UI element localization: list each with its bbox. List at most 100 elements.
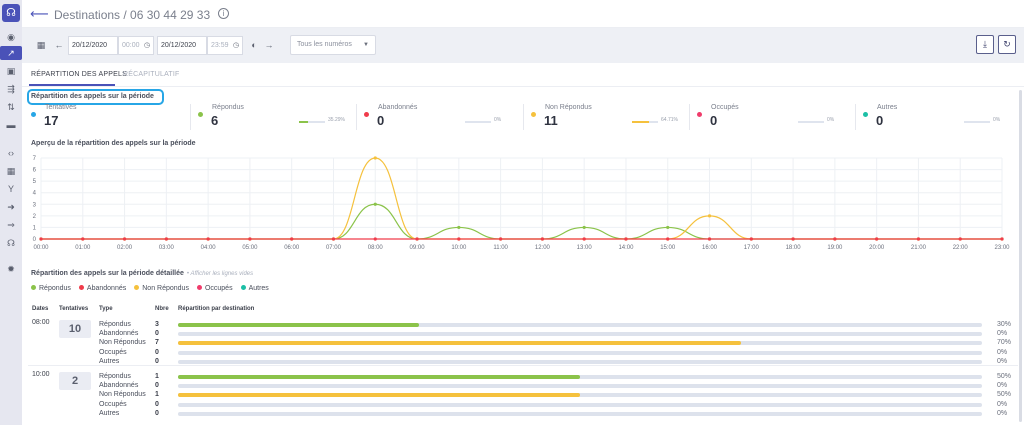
row-count: 3 (155, 321, 159, 328)
legend-item[interactable]: Non Répondus (134, 285, 189, 292)
vertical-scrollbar[interactable] (1019, 90, 1022, 422)
show-empty-lines-link[interactable]: • Afficher les lignes vides (186, 271, 254, 277)
stat-dot (364, 112, 369, 117)
download-button[interactable]: ⤓ (976, 35, 994, 54)
data-point[interactable] (540, 237, 544, 241)
header-dates: Dates (32, 306, 49, 312)
end-time-input[interactable]: 23:59 ◷ (207, 36, 243, 55)
x-tick-label: 08:00 (368, 245, 384, 251)
data-point[interactable] (958, 237, 962, 241)
data-point[interactable] (81, 237, 85, 241)
x-tick-label: 07:00 (326, 245, 342, 251)
row-percent: 50% (997, 373, 1012, 380)
stat-percent: 35.29% (328, 117, 345, 123)
row-count: 0 (155, 348, 159, 356)
gear-icon[interactable]: ✹ (7, 264, 15, 274)
eye-icon[interactable]: ◉ (7, 32, 15, 42)
code-icon[interactable]: ‹› (8, 148, 14, 158)
calendar-icon[interactable]: ▦ (36, 40, 46, 50)
legend-label: Répondus (39, 285, 71, 292)
data-point[interactable] (331, 237, 336, 241)
back-arrow-icon[interactable]: ⟵ (30, 6, 49, 21)
data-point[interactable] (248, 237, 252, 241)
data-point[interactable] (833, 237, 837, 241)
x-tick-label: 14:00 (618, 245, 634, 251)
folder-icon[interactable]: ▬ (6, 120, 16, 130)
stat-label: Abandonnés (378, 104, 418, 111)
x-tick-label: 16:00 (702, 245, 718, 251)
row-percent: 30% (997, 321, 1012, 328)
previous-arrow-icon[interactable]: ← (54, 40, 64, 50)
data-point[interactable] (582, 225, 586, 230)
refresh-button[interactable]: ↻ (998, 35, 1016, 54)
data-point[interactable] (373, 237, 377, 241)
data-point[interactable] (582, 237, 586, 241)
routing-icon[interactable]: ⇶ (7, 84, 15, 94)
stats-title: Répartition des appels sur la période (31, 93, 154, 100)
sort-icon[interactable]: ⇅ (7, 102, 15, 112)
stat-progress-bar (632, 121, 658, 123)
data-point[interactable] (373, 156, 377, 160)
headset-icon[interactable]: ☊ (7, 238, 15, 248)
data-point[interactable] (122, 237, 127, 241)
data-point[interactable] (373, 202, 377, 206)
detail-title: Répartition des appels sur la période dé… (31, 270, 253, 277)
trend-chart-icon[interactable]: ↗ (0, 46, 22, 60)
x-tick-label: 02:00 (117, 245, 133, 251)
stat-value: 0 (710, 113, 718, 128)
data-point[interactable] (791, 237, 795, 241)
data-point[interactable] (415, 237, 419, 241)
data-point[interactable] (624, 237, 628, 241)
data-point[interactable] (206, 237, 210, 241)
data-point[interactable] (749, 237, 753, 241)
end-date-input[interactable]: 20/12/2020 (157, 36, 207, 55)
data-point[interactable] (1000, 237, 1004, 241)
legend-label: Non Répondus (142, 285, 189, 292)
data-point[interactable] (457, 225, 461, 230)
detail-title-text: Répartition des appels sur la période dé… (31, 270, 184, 277)
stat-percent: 0% (993, 117, 1001, 123)
legend-item[interactable]: Abandonnés (78, 285, 126, 292)
stat-1: Répondus 6 35.29% (190, 104, 366, 130)
x-tick-label: 03:00 (159, 245, 175, 251)
headset-logo-icon[interactable]: ☊ (2, 4, 20, 22)
transfer-icon[interactable]: ⇒ (7, 220, 15, 230)
data-point[interactable] (164, 237, 168, 241)
stat-value: 0 (876, 113, 884, 128)
tab-recapitulatif[interactable]: RÉCAPITULATIF (123, 71, 180, 78)
row-type: Non Répondus (99, 339, 146, 347)
data-point[interactable] (39, 237, 43, 241)
stat-separator (356, 104, 357, 130)
start-date-input[interactable]: 20/12/2020 (68, 36, 118, 55)
fork-icon[interactable]: Y (7, 184, 14, 194)
data-point[interactable] (499, 237, 503, 241)
data-point[interactable] (875, 237, 879, 241)
legend-item[interactable]: Autres (240, 285, 269, 292)
x-tick-label: 04:00 (201, 245, 217, 251)
data-point[interactable] (457, 237, 461, 241)
numbers-select[interactable]: Tous les numéros ▼ (290, 35, 376, 55)
data-point[interactable] (707, 237, 712, 241)
legend-item[interactable]: Occupés (196, 285, 233, 292)
row-progress-bar (178, 359, 982, 364)
tab-repartition[interactable]: RÉPARTITION DES APPELS (31, 71, 127, 78)
y-tick-label: 3 (33, 202, 37, 208)
data-point[interactable] (666, 225, 670, 230)
legend-item[interactable]: Répondus (31, 285, 71, 292)
info-icon[interactable]: i (218, 8, 229, 19)
start-time-input[interactable]: 00:00 ◷ (118, 36, 154, 55)
next-arrow-icon[interactable]: → (264, 40, 274, 50)
stat-progress-bar (465, 121, 491, 123)
forward-icon[interactable]: ➜ (7, 202, 15, 212)
data-point[interactable] (290, 237, 294, 241)
data-point[interactable] (916, 237, 921, 241)
data-point[interactable] (666, 237, 670, 241)
save-icon[interactable]: ▣ (6, 66, 16, 76)
calendar-icon[interactable]: ▦ (6, 166, 16, 176)
timezone-icon[interactable]: ◐ (251, 40, 257, 50)
data-point[interactable] (707, 214, 712, 218)
stat-value: 11 (544, 113, 558, 128)
stat-dot (198, 112, 203, 117)
row-progress-fill (178, 393, 580, 398)
x-tick-label: 23:00 (994, 245, 1010, 251)
